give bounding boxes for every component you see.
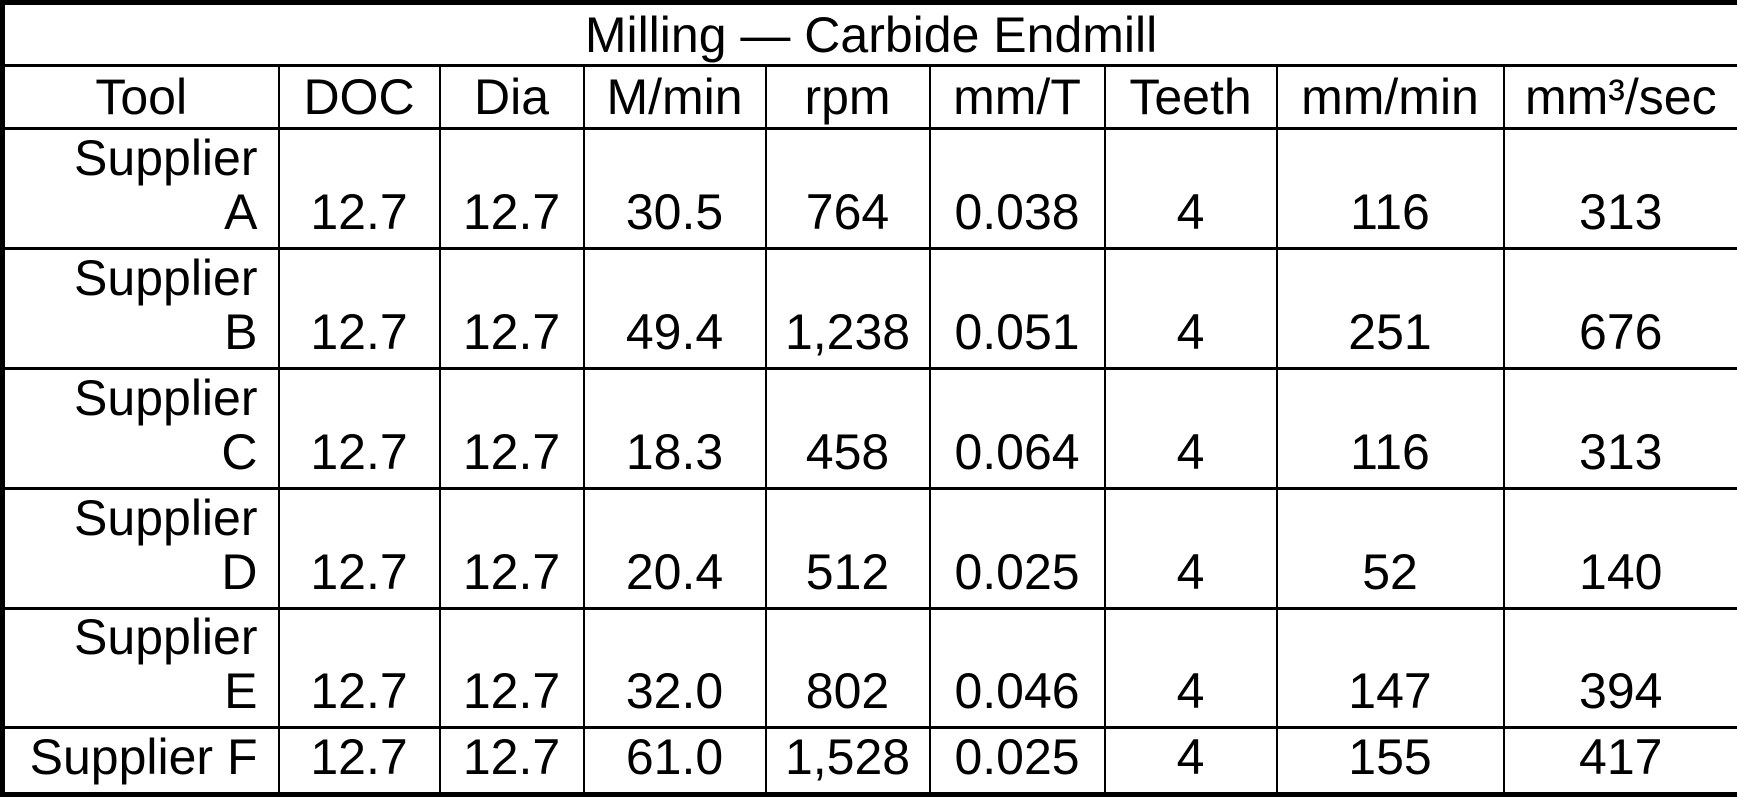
column-header-doc: DOC xyxy=(277,64,441,130)
table-row-supplier-d: Supplier D 12.7 12.7 20.4 512 0.025 4 52… xyxy=(1,486,1737,610)
m-per-min-value: 20.4 xyxy=(582,486,767,610)
mm-per-min-value: 52 xyxy=(1275,486,1505,610)
column-header-teeth: Teeth xyxy=(1103,64,1278,130)
mm-per-min-value: 116 xyxy=(1275,366,1505,490)
m-per-min-value: 30.5 xyxy=(582,126,767,250)
tool-name-line1: Supplier xyxy=(74,129,258,186)
header-row: Tool DOC Dia M/min rpm mm/T Teeth mm/min… xyxy=(1,64,1737,130)
doc-value: 12.7 xyxy=(277,246,441,370)
tool-name-line1: Supplier xyxy=(74,489,258,546)
table-row-supplier-c: Supplier C 12.7 12.7 18.3 458 0.064 4 11… xyxy=(1,366,1737,490)
tool-name-line2: C xyxy=(221,423,258,480)
tool-cell: Supplier B xyxy=(1,246,280,370)
title-row: Milling — Carbide Endmill xyxy=(1,0,1737,68)
dia-value: 12.7 xyxy=(438,486,585,610)
tool-name-line1: Supplier xyxy=(74,369,258,426)
teeth-value: 4 xyxy=(1103,246,1278,370)
tool-name-line1: Supplier xyxy=(74,249,258,306)
tool-name-line2: B xyxy=(224,303,258,360)
mm3-per-sec-value: 417 xyxy=(1502,726,1737,796)
dia-value: 12.7 xyxy=(438,606,585,730)
tool-cell: Supplier C xyxy=(1,366,280,490)
table-row-supplier-f: Supplier F 12.7 12.7 61.0 1,528 0.025 4 … xyxy=(1,726,1737,796)
tool-cell: Supplier E xyxy=(1,606,280,730)
rpm-value: 1,238 xyxy=(764,246,931,370)
dia-value: 12.7 xyxy=(438,246,585,370)
teeth-value: 4 xyxy=(1103,126,1278,250)
dia-value: 12.7 xyxy=(438,366,585,490)
mm3-per-sec-value: 313 xyxy=(1502,126,1737,250)
tool-cell: Supplier D xyxy=(1,486,280,610)
dia-value: 12.7 xyxy=(438,126,585,250)
teeth-value: 4 xyxy=(1103,486,1278,610)
table-row-supplier-e: Supplier E 12.7 12.7 32.0 802 0.046 4 14… xyxy=(1,606,1737,730)
tool-name-line2: E xyxy=(224,663,258,720)
rpm-value: 764 xyxy=(764,126,931,250)
column-header-mm-per-tooth: mm/T xyxy=(928,64,1106,130)
m-per-min-value: 49.4 xyxy=(582,246,767,370)
doc-value: 12.7 xyxy=(277,486,441,610)
tool-name-line2: D xyxy=(221,543,258,600)
rpm-value: 802 xyxy=(764,606,931,730)
mm-per-min-value: 147 xyxy=(1275,606,1505,730)
mm-per-tooth-value: 0.064 xyxy=(928,366,1106,490)
doc-value: 12.7 xyxy=(277,126,441,250)
tool-name-line2: Supplier F xyxy=(29,729,258,785)
teeth-value: 4 xyxy=(1103,366,1278,490)
column-header-tool: Tool xyxy=(1,64,280,130)
mm3-per-sec-value: 313 xyxy=(1502,366,1737,490)
mm3-per-sec-value: 140 xyxy=(1502,486,1737,610)
mm-per-tooth-value: 0.025 xyxy=(928,486,1106,610)
doc-value: 12.7 xyxy=(277,726,441,796)
column-header-rpm: rpm xyxy=(764,64,931,130)
doc-value: 12.7 xyxy=(277,366,441,490)
table-row-supplier-b: Supplier B 12.7 12.7 49.4 1,238 0.051 4 … xyxy=(1,246,1737,370)
mm3-per-sec-value: 676 xyxy=(1502,246,1737,370)
mm-per-tooth-value: 0.025 xyxy=(928,726,1106,796)
mm3-per-sec-value: 394 xyxy=(1502,606,1737,730)
column-header-dia: Dia xyxy=(438,64,585,130)
m-per-min-value: 18.3 xyxy=(582,366,767,490)
tool-cell: Supplier A xyxy=(1,126,280,250)
tool-name-line2: A xyxy=(224,183,258,240)
teeth-value: 4 xyxy=(1103,726,1278,796)
mm-per-tooth-value: 0.038 xyxy=(928,126,1106,250)
m-per-min-value: 61.0 xyxy=(582,726,767,796)
column-header-mm-per-min: mm/min xyxy=(1275,64,1505,130)
table-title: Milling — Carbide Endmill xyxy=(1,0,1737,68)
mm-per-min-value: 155 xyxy=(1275,726,1505,796)
dia-value: 12.7 xyxy=(438,726,585,796)
column-header-mm3-per-sec: mm³/sec xyxy=(1502,64,1737,130)
tool-name-line1: Supplier xyxy=(74,609,258,666)
mm-per-tooth-value: 0.046 xyxy=(928,606,1106,730)
teeth-value: 4 xyxy=(1103,606,1278,730)
rpm-value: 458 xyxy=(764,366,931,490)
mm-per-tooth-value: 0.051 xyxy=(928,246,1106,370)
column-header-m-per-min: M/min xyxy=(582,64,767,130)
doc-value: 12.7 xyxy=(277,606,441,730)
table-row-supplier-a: Supplier A 12.7 12.7 30.5 764 0.038 4 11… xyxy=(1,126,1737,250)
tool-cell: Supplier F xyxy=(1,726,280,796)
mm-per-min-value: 251 xyxy=(1275,246,1505,370)
rpm-value: 1,528 xyxy=(764,726,931,796)
m-per-min-value: 32.0 xyxy=(582,606,767,730)
mm-per-min-value: 116 xyxy=(1275,126,1505,250)
rpm-value: 512 xyxy=(764,486,931,610)
